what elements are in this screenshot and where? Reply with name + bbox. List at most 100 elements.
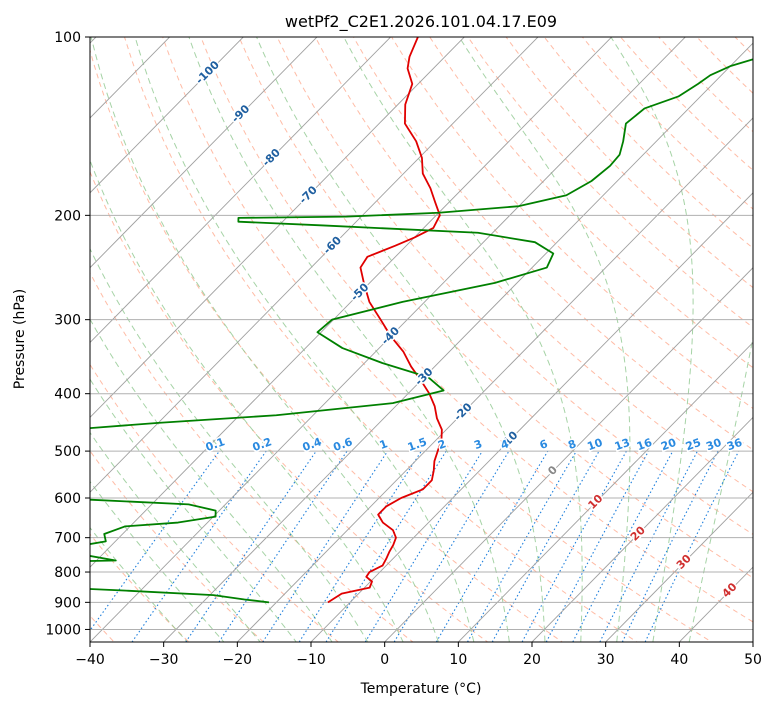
dry-adiabat-line [505,37,753,289]
mixing-ratio-line [491,450,600,642]
mixing-ratio-lines [90,450,740,642]
y-axis-label: Pressure (hPa) [12,289,28,389]
dry-adiabat-line [581,37,753,210]
mixing-ratio-label: 3 [472,437,484,452]
isotherm-line [90,37,244,194]
mixing-ratio-line [393,450,510,642]
moist-adiabat-line [90,318,333,642]
moist-adiabat-line [90,378,297,642]
chart-title: wetPf2_C2E1.2026.101.04.17.E09 [285,12,557,32]
moist-adiabats [90,37,753,642]
x-tick-label: 50 [744,652,762,668]
dry-adiabat-line [314,37,753,493]
isotherm-line [90,37,539,493]
dry-adiabat-line [734,37,753,56]
dry-adiabat-line [658,37,753,133]
dry-adiabat-line [391,37,753,410]
dry-adiabat-line [352,37,753,451]
moist-adiabat-line [90,159,404,642]
dewpoint-profile-line [90,58,753,604]
moist-adiabat-line [458,37,631,642]
moist-adiabat-line [256,37,546,642]
moist-adiabat-line [90,247,369,642]
y-tick-label: 600 [54,491,81,507]
y-tick-label: 300 [54,313,81,329]
dry-adiabat-line [123,37,638,642]
isotherm-line [752,641,753,642]
moist-adiabat-line [188,37,510,642]
dry-adiabat-line [90,170,489,642]
isotherm-line [605,491,753,642]
dry-adiabat-line [90,271,414,642]
dry-adiabats [90,10,775,654]
isotherms [90,37,753,642]
dry-adiabat-line [276,37,753,535]
dry-adiabat-line [90,450,265,642]
moist-adiabat-line [90,37,440,642]
x-tick-label: −20 [223,652,253,668]
isotherm-line [90,37,686,642]
y-tick-label: 200 [54,208,81,224]
mixing-ratio-line [644,450,740,642]
line-labels: -100-90-80-70-60-50-40-30-20-10010203040… [192,57,746,602]
dry-adiabat-line [429,37,753,369]
mixing-ratio-label: 36 [725,436,744,454]
dry-adiabat-line [746,10,775,654]
x-axis-label: Temperature (°C) [360,681,482,697]
isotherm-line [531,416,753,642]
x-tick-label: 20 [523,652,541,668]
dry-adiabat-line [162,37,713,642]
y-axis-ticks: 100 200 300 400 500 600 700 800 900 1000 [45,30,90,638]
mixing-ratio-line [218,450,348,642]
moist-adiabat-line [610,37,694,642]
isotherm-line [90,37,318,269]
isotherm-line [458,341,753,642]
mixing-ratio-label: 1 [378,437,390,452]
mixing-ratio-line [298,450,422,642]
plot-area: -100-90-80-70-60-50-40-30-20-10010203040… [90,10,775,654]
isotherm-line [679,566,753,642]
isotherm-line [90,37,392,344]
mixing-ratio-line [90,450,220,632]
pressure-gridlines [90,37,753,630]
x-tick-label: −30 [149,652,179,668]
y-tick-label: 900 [54,595,81,611]
y-tick-label: 700 [54,531,81,547]
moist-adiabat-line [343,37,583,642]
x-tick-label: 30 [597,652,615,668]
mixing-ratio-label: 1.5 [406,435,429,454]
x-tick-label: 40 [670,652,688,668]
isotherm-line [310,192,753,642]
isotherm-line [384,267,753,642]
mixing-ratio-line [185,450,317,642]
isotherm-line [163,42,753,642]
mixing-ratio-line [572,450,674,642]
mixing-ratio-line [521,450,627,642]
temperature-profile-line [327,37,443,604]
y-tick-label: 100 [54,30,81,46]
isotherm-line [237,117,753,642]
isotherm-line [90,37,613,568]
y-tick-label: 400 [54,387,81,403]
dry-adiabat-line [90,363,339,642]
dry-adiabat-line [200,37,753,623]
mixing-ratio-line [364,450,483,642]
mixing-ratio-label: 6 [538,437,550,452]
mixing-ratio-line [262,450,389,642]
x-tick-label: −40 [75,652,105,668]
x-axis-ticks: −40 −30 −20 −10 0 10 20 30 40 50 [75,642,762,668]
isotherm-line [90,37,465,419]
y-tick-label: 1000 [45,622,81,638]
mixing-ratio-label: 8 [566,437,578,452]
mixing-ratio-line [325,450,447,642]
x-tick-label: 10 [449,652,467,668]
x-tick-label: −10 [296,652,326,668]
x-tick-label: 0 [380,652,389,668]
moist-adiabat-line [90,431,261,642]
plot-frame [89,36,754,643]
moist-adiabat-line [90,480,225,642]
mixing-ratio-line [435,450,549,642]
mixing-ratio-line [621,450,719,642]
mixing-ratio-line [545,450,650,642]
